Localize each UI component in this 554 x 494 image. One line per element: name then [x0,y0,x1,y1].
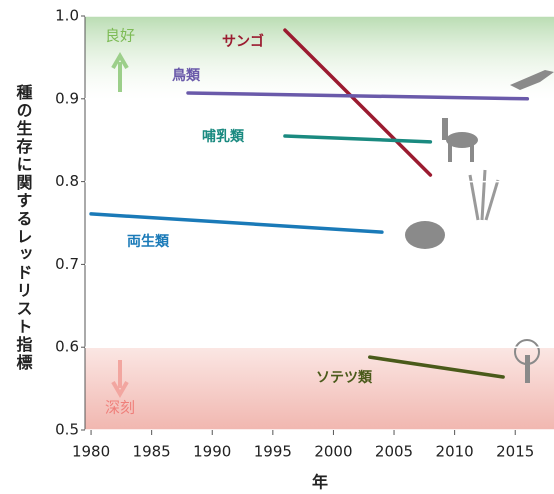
y-tick-label: 1.0 [55,7,79,25]
x-tick-label: 1995 [254,443,292,461]
y-tick-label: 0.6 [55,338,79,356]
up-arrow [111,52,129,92]
good-band [85,16,554,100]
y-axis-label: 種の生存に関するレッドリスト指標 [14,83,33,372]
x-tick-label: 2000 [314,443,352,461]
annotation: 深刻 [105,399,135,417]
silhouettes [405,70,554,383]
annotation: 良好 [105,27,135,45]
series-label: ソテツ類 [316,370,373,386]
x-tick-label: 1990 [193,443,231,461]
series-label: 両生類 [127,233,170,250]
x-tick-label: 2015 [496,443,534,461]
x-axis-label: 年 [312,473,328,492]
y-tick-label: 0.5 [55,421,79,439]
series-label: 鳥類 [172,67,201,84]
series-label: サンゴ [222,33,264,50]
series-label: 哺乳類 [202,128,245,145]
series-line [89,212,384,234]
series-line [186,91,530,101]
bad-band [85,347,554,430]
y-tick-label: 0.9 [55,89,79,107]
series-line [368,355,505,379]
x-tick-label: 2010 [436,443,474,461]
series-line [283,28,433,177]
x-tick-label: 1980 [72,443,110,461]
y-tick-label: 0.8 [55,172,79,190]
x-tick-label: 2005 [375,443,413,461]
y-tick-label: 0.7 [55,255,79,273]
series-line [283,134,433,144]
down-arrow [111,360,129,398]
x-tick-label: 1985 [133,443,171,461]
